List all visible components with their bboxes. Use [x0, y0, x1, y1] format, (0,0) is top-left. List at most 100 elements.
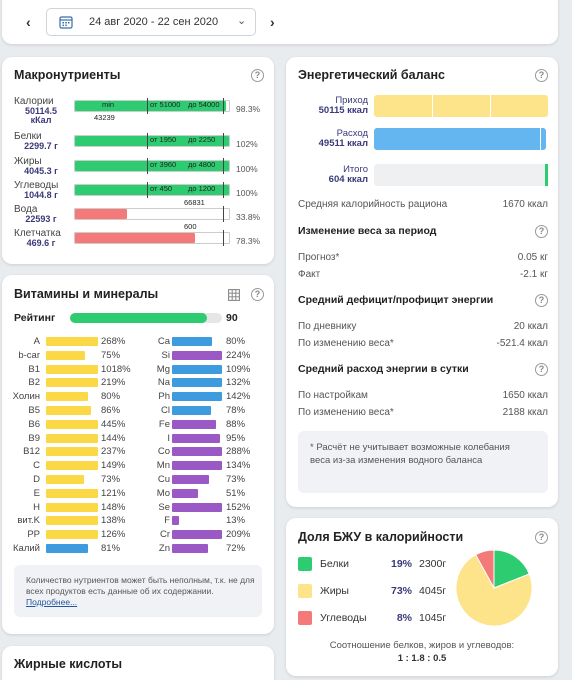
range-to-label: до 54000 [188, 100, 220, 109]
forecast-label: Прогноз* [298, 252, 340, 263]
nutrient-percent: 144% [101, 432, 126, 444]
table-view-icon[interactable] [228, 289, 240, 301]
prev-period-chevron-icon[interactable]: ‹ [26, 14, 31, 30]
nutrient-percent: 209% [226, 529, 251, 541]
nutrient-bar [46, 461, 98, 471]
help-icon[interactable]: ? [535, 363, 548, 376]
nutrient-percent: 72% [226, 543, 246, 554]
total-value: 604 ккал [328, 174, 368, 185]
nutrient-name: Ph [158, 391, 170, 403]
nutrient-bar [172, 530, 222, 540]
nutrient-name: b-car [18, 349, 40, 361]
settings-label: По настройкам [298, 390, 368, 401]
bju-swatch [298, 557, 312, 571]
intake-bar [374, 95, 548, 117]
min-value-label: 43239 [94, 113, 115, 122]
nutrient-bar [172, 488, 198, 498]
nutrient-percent: 51% [226, 487, 246, 499]
byweight2-value: 2188 ккал [502, 407, 548, 418]
help-icon[interactable]: ? [251, 288, 264, 301]
nutrient-percent: 138% [101, 515, 126, 527]
macro-bar-fill [75, 101, 226, 111]
fatty-acids-card: Жирные кислоты [2, 646, 274, 680]
range-marker [223, 98, 224, 114]
pie-slice-1 [455, 554, 533, 627]
intake-label: Приход [335, 95, 368, 106]
help-icon[interactable]: ? [535, 531, 548, 544]
nutrient-percent: 75% [101, 349, 121, 361]
rating-track [70, 313, 222, 323]
help-icon[interactable]: ? [535, 294, 548, 307]
energy-balance-card: Энергетический баланс ? Приход 50115 кка… [286, 57, 558, 507]
target-label: 66831 [184, 198, 205, 207]
range-from-label: от 3960 [150, 160, 177, 169]
nutrient-percent: 149% [101, 460, 126, 472]
nutrient-percent: 81% [101, 543, 121, 554]
nutrient-name: Si [161, 349, 170, 361]
range-marker [223, 133, 224, 149]
macro-bar-fill [75, 233, 195, 243]
nutrient-name: PP [27, 529, 40, 541]
avg-calorie-value: 1670 ккал [502, 199, 548, 210]
nutrient-name: H [33, 501, 40, 513]
range-to-label: до 4800 [188, 160, 216, 169]
rating-value: 90 [226, 312, 238, 324]
macro-value: 2299.7 г [24, 141, 58, 151]
help-icon[interactable]: ? [251, 69, 264, 82]
macro-percent: 98.3% [236, 104, 261, 114]
macro-name: Вода [14, 204, 38, 215]
macro-bar-track [74, 160, 230, 172]
nutrient-name: Ca [157, 336, 170, 347]
target-marker [223, 206, 224, 222]
expense-value: 49511 ккал [318, 138, 368, 149]
nutrient-bar [46, 433, 98, 443]
nutrient-percent: 268% [101, 336, 126, 347]
nutrient-bar [172, 447, 222, 457]
next-period-chevron-icon[interactable]: › [270, 14, 275, 30]
energy-balance-title: Энергетический баланс [298, 68, 445, 82]
nutrient-bar [172, 350, 222, 360]
nutrient-name: Cl [161, 405, 170, 416]
nutrient-percent: 73% [101, 474, 121, 485]
fact-value: -2.1 кг [519, 269, 548, 280]
pie-slice-0 [493, 549, 530, 589]
macro-name: Калории [14, 96, 54, 107]
expense-label: Расход [336, 128, 368, 139]
help-icon[interactable]: ? [535, 225, 548, 238]
macro-bar-fill [75, 209, 127, 219]
details-link[interactable]: Подробнее... [26, 597, 78, 607]
nutrient-name: B2 [28, 377, 40, 389]
nutrient-name: Co [157, 446, 170, 458]
nutrient-percent: 86% [101, 405, 121, 416]
range-to-label: до 2250 [188, 135, 216, 144]
total-bar-fill [545, 164, 548, 186]
nutrient-bar [172, 433, 220, 443]
nutrient-bar [46, 337, 98, 346]
macro-value: 4045.3 г [24, 166, 58, 176]
nutrient-name: Zn [158, 543, 170, 554]
nutrient-percent: 445% [101, 418, 126, 430]
nutrient-percent: 1018% [101, 363, 131, 375]
nutrient-bar [172, 337, 212, 346]
deficit-title: Средний дефицит/профицит энергии [298, 294, 494, 306]
nutrient-name: C [33, 460, 40, 472]
nutrient-bar [172, 475, 209, 484]
rating-label: Рейтинг [14, 312, 56, 324]
range-marker [147, 98, 148, 114]
nutrient-bar [46, 502, 98, 512]
macro-value: 469.6 г [26, 238, 56, 248]
bju-percent: 73% [390, 585, 412, 597]
date-range-select[interactable]: 24 авг 2020 - 22 сен 2020 ⌄ [46, 8, 256, 36]
nutrient-percent: 148% [101, 501, 126, 513]
total-bar-track [374, 164, 548, 186]
footnote-box: * Расчёт не учитывает возможные колебани… [298, 431, 548, 493]
nutrient-percent: 152% [226, 501, 251, 513]
bju-pie-chart [455, 549, 533, 627]
nutrient-bar [46, 516, 98, 526]
help-icon[interactable]: ? [535, 69, 548, 82]
bju-percent: 19% [390, 558, 412, 570]
chevron-down-icon: ⌄ [237, 15, 247, 27]
nutrient-percent: 13% [226, 515, 246, 527]
min-label: min [102, 100, 115, 109]
macronutrients-card: Макронутриенты ? Калории 50114.5 кКал min от… [2, 57, 274, 264]
